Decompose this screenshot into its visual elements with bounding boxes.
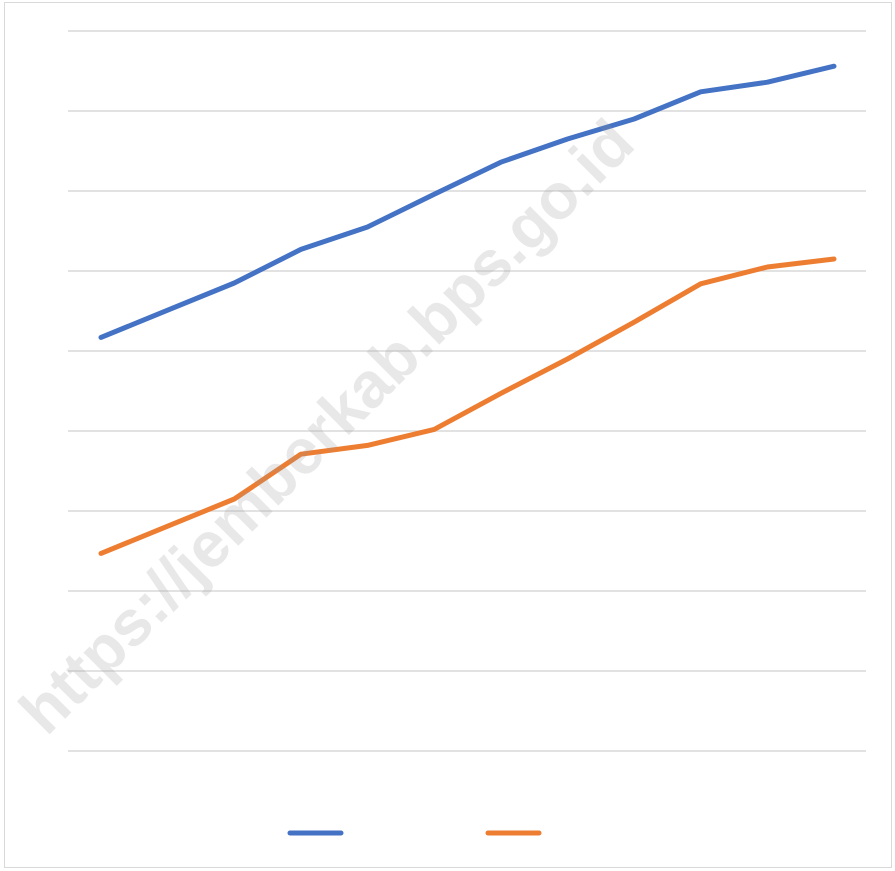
series-lines [98,63,837,556]
gridlines [68,30,866,752]
series-line-2 [98,256,837,556]
watermark-text: https://jemberkab.bps.go.id [6,106,648,748]
series-line-1 [98,63,837,340]
chart-frame [4,2,892,868]
